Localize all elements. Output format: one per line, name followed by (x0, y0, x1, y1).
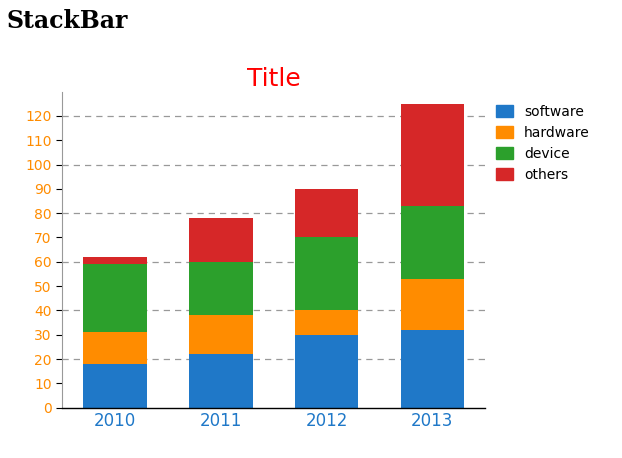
Bar (295, 237, 358, 311)
Bar (83, 257, 147, 264)
Bar (401, 104, 464, 206)
Bar (401, 330, 464, 408)
Bar (189, 315, 253, 354)
Text: StackBar: StackBar (6, 9, 128, 33)
Bar (189, 218, 253, 262)
Title: Title: Title (247, 67, 300, 91)
Bar (295, 311, 358, 335)
Bar (189, 262, 253, 315)
Bar (83, 332, 147, 364)
Legend: software, hardware, device, others: software, hardware, device, others (496, 105, 590, 182)
Bar (189, 354, 253, 408)
Bar (295, 335, 358, 408)
Bar (83, 264, 147, 332)
Bar (295, 189, 358, 237)
Bar (401, 206, 464, 279)
Bar (401, 279, 464, 330)
Bar (83, 364, 147, 408)
